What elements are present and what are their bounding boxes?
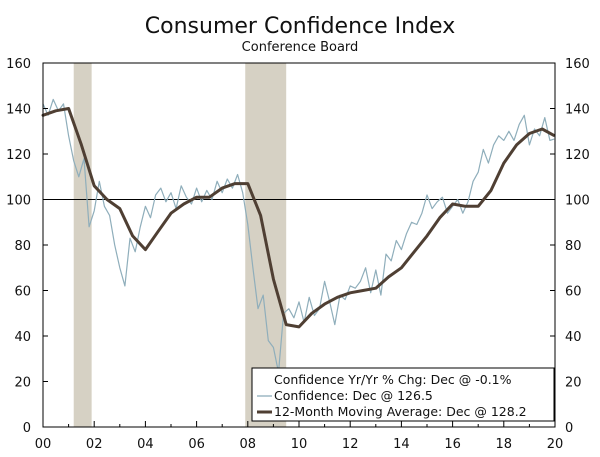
- y-tick-label-right: 20: [565, 376, 582, 391]
- x-axis: 00 02 04 06 08 10 12 14 16 18 20: [35, 421, 564, 452]
- legend-entry-yoy: Confidence Yr/Yr % Chg: Dec @ -0.1%: [274, 372, 512, 387]
- y-tick-label-right: 40: [565, 330, 582, 345]
- x-tick-label: 08: [240, 437, 257, 452]
- y-tick-label-left: 20: [14, 376, 31, 391]
- x-tick-label: 14: [393, 437, 410, 452]
- x-tick-label: 20: [547, 437, 564, 452]
- y-tick-label-right: 60: [565, 285, 582, 300]
- x-tick-label: 04: [137, 437, 154, 452]
- series-line-confidence: [42, 98, 555, 373]
- chart-title: Consumer Confidence Index: [145, 14, 455, 39]
- y-tick-label-right: 120: [565, 148, 590, 163]
- x-tick-label: 18: [496, 437, 513, 452]
- y-tick-label-left: 100: [6, 194, 31, 209]
- y-tick-label-left: 140: [6, 103, 31, 118]
- y-tick-label-right: 0: [565, 421, 573, 436]
- y-axis-right: 0 20 40 60 80 100 120 140 160: [550, 57, 590, 436]
- y-tick-label-left: 0: [23, 421, 31, 436]
- y-tick-label-left: 120: [6, 148, 31, 163]
- legend: Confidence Yr/Yr % Chg: Dec @ -0.1% Conf…: [251, 367, 555, 422]
- y-tick-label-left: 160: [6, 57, 31, 72]
- x-tick-label: 02: [86, 437, 103, 452]
- y-tick-label-left: 80: [14, 239, 31, 254]
- y-tick-label-left: 60: [14, 285, 31, 300]
- y-tick-label-right: 140: [565, 103, 590, 118]
- recession-band-1: [73, 63, 92, 427]
- y-axis-left: 0 20 40 60 80 100 120 140 160: [6, 57, 48, 436]
- series-line-moving-average: [41, 107, 556, 329]
- y-tick-label-right: 80: [565, 239, 582, 254]
- x-tick-label: 10: [291, 437, 308, 452]
- y-tick-label-right: 100: [565, 194, 590, 209]
- x-tick-label: 12: [342, 437, 359, 452]
- x-tick-label: 00: [35, 437, 52, 452]
- x-tick-label: 16: [444, 437, 461, 452]
- chart-subtitle: Conference Board: [242, 40, 359, 55]
- legend-entry-confidence: Confidence: Dec @ 126.5: [274, 388, 433, 403]
- series-layer: [41, 98, 556, 373]
- legend-box: [251, 367, 555, 422]
- x-tick-label: 06: [188, 437, 205, 452]
- y-tick-label-right: 160: [565, 57, 590, 72]
- y-tick-label-left: 40: [14, 330, 31, 345]
- legend-entry-moving-average: 12-Month Moving Average: Dec @ 128.2: [274, 404, 527, 419]
